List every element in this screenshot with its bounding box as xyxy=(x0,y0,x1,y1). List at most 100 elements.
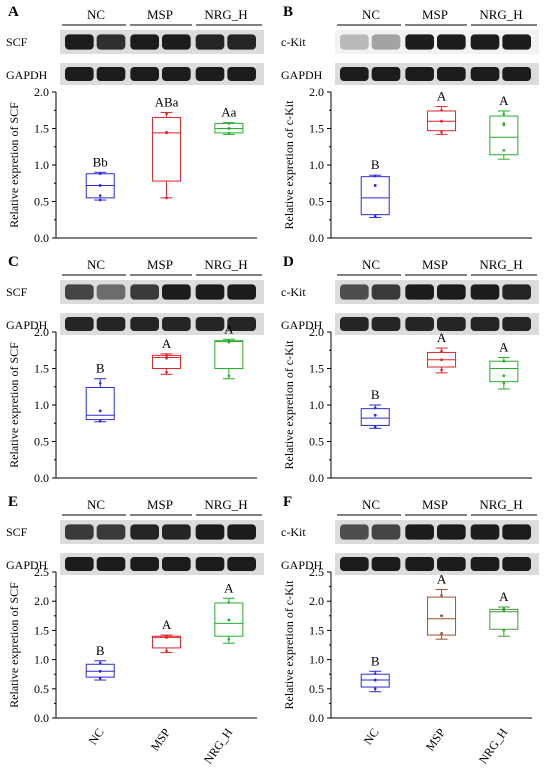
blot-band xyxy=(162,316,191,332)
significance-letter: B xyxy=(96,361,105,376)
box-iqr xyxy=(489,115,519,156)
x-tick-label: NC xyxy=(86,726,107,748)
group-header-nc: NC xyxy=(87,7,105,22)
box-nc: B NC xyxy=(86,643,115,748)
y-tick-label: 0.5 xyxy=(34,435,49,449)
y-tick-label: 0.5 xyxy=(34,195,49,209)
y-tick-label: 0.0 xyxy=(34,711,49,725)
significance-letter: A xyxy=(437,330,447,345)
blot-band xyxy=(130,284,159,300)
blot-band xyxy=(96,316,126,332)
blot-band xyxy=(65,316,94,332)
blot-band xyxy=(162,34,191,50)
data-point xyxy=(440,349,443,353)
group-header-nrg-h: NRG_H xyxy=(479,497,522,512)
significance-letter: A xyxy=(162,336,172,351)
significance-letter: A xyxy=(499,340,509,355)
box-iqr xyxy=(489,360,519,383)
data-point xyxy=(502,149,506,152)
box-nrg-h: A xyxy=(214,321,244,380)
group-header-nrg-h: NRG_H xyxy=(479,257,522,272)
y-axis-label: Relative expretion of SCF xyxy=(7,342,21,468)
data-point xyxy=(373,214,377,218)
panel-letter: F xyxy=(283,494,292,510)
blot-band xyxy=(502,34,531,50)
significance-letter: A xyxy=(437,89,447,104)
y-tick-label: 0.0 xyxy=(309,471,324,485)
data-point xyxy=(373,672,377,675)
significance-letter: B xyxy=(371,387,380,402)
blot-band xyxy=(371,556,401,572)
blot-band xyxy=(96,524,126,540)
panel-b: B NC MSP NRG_H c-Kit GAPDH 0.0 0.5 1.0 1.5 2.0 Rela… xyxy=(281,4,539,245)
blot-label: c-Kit xyxy=(281,525,306,539)
y-tick-label: 1.0 xyxy=(309,653,324,667)
y-tick-label: 1.5 xyxy=(309,122,324,136)
box-msp: A MSP xyxy=(423,572,457,753)
panel-d: D NC MSP NRG_H c-Kit GAPDH 0.0 0.5 1.0 1.5 2.0 Rela… xyxy=(281,254,539,485)
y-tick-label: 1.5 xyxy=(34,623,49,637)
blot-band xyxy=(96,34,126,50)
box-iqr xyxy=(427,596,457,636)
mean-marker xyxy=(165,356,168,359)
blot-label: SCF xyxy=(6,525,28,539)
mean-marker xyxy=(165,636,168,639)
y-tick-label: 2.0 xyxy=(309,325,324,339)
data-point xyxy=(165,196,168,200)
y-tick-label: 0.0 xyxy=(34,231,49,245)
loading-control-label: GAPDH xyxy=(6,318,48,332)
significance-letter: B xyxy=(371,157,380,172)
blot-band xyxy=(340,66,369,82)
blot-band xyxy=(340,34,369,50)
y-tick-label: 2.5 xyxy=(34,565,49,579)
group-header-msp: MSP xyxy=(422,7,448,22)
blot-band xyxy=(130,34,159,50)
loading-control-label: GAPDH xyxy=(281,68,323,82)
blot-band xyxy=(371,524,401,540)
data-point xyxy=(502,629,506,632)
blot-band xyxy=(195,34,225,50)
blot-band xyxy=(195,524,225,540)
blot-band xyxy=(130,524,159,540)
data-point xyxy=(440,368,443,372)
y-tick-label: 1.0 xyxy=(34,158,49,172)
mean-marker xyxy=(227,127,231,130)
blot-label: c-Kit xyxy=(281,35,306,49)
blot-band xyxy=(227,284,256,300)
blot-band xyxy=(340,524,369,540)
blot-band xyxy=(470,524,500,540)
mean-marker xyxy=(98,184,102,187)
blot-band xyxy=(195,556,225,572)
mean-marker xyxy=(502,374,506,378)
group-header-msp: MSP xyxy=(422,257,448,272)
data-point xyxy=(440,594,443,597)
blot-band xyxy=(227,524,256,540)
panel-c: C NC MSP NRG_H SCF GAPDH 0.0 0.5 1.0 1.5 2.0 Relati… xyxy=(6,254,264,485)
blot-band xyxy=(195,284,225,300)
blot-band xyxy=(405,524,434,540)
box-msp: A xyxy=(427,330,457,374)
blot-band xyxy=(371,284,401,300)
box-nc: B NC xyxy=(361,653,390,747)
blot-band xyxy=(502,66,531,82)
data-point xyxy=(440,632,443,635)
group-header-nc: NC xyxy=(362,257,380,272)
blot-band xyxy=(502,316,531,332)
box-nrg-h: A xyxy=(489,93,519,160)
blot-band xyxy=(130,556,159,572)
box-nc: B xyxy=(85,361,115,423)
data-point xyxy=(227,601,231,604)
data-point xyxy=(165,354,168,357)
box-iqr xyxy=(214,340,244,370)
significance-letter: Aa xyxy=(221,105,236,120)
y-tick-label: 1.0 xyxy=(34,398,49,412)
blot-band xyxy=(470,284,500,300)
data-point xyxy=(373,174,377,178)
data-point xyxy=(227,132,231,135)
data-point xyxy=(98,172,102,176)
group-header-nrg-h: NRG_H xyxy=(479,7,522,22)
blot-band xyxy=(405,66,434,82)
group-header-msp: MSP xyxy=(422,497,448,512)
blot-band xyxy=(227,66,256,82)
significance-letter: ABa xyxy=(155,94,179,109)
